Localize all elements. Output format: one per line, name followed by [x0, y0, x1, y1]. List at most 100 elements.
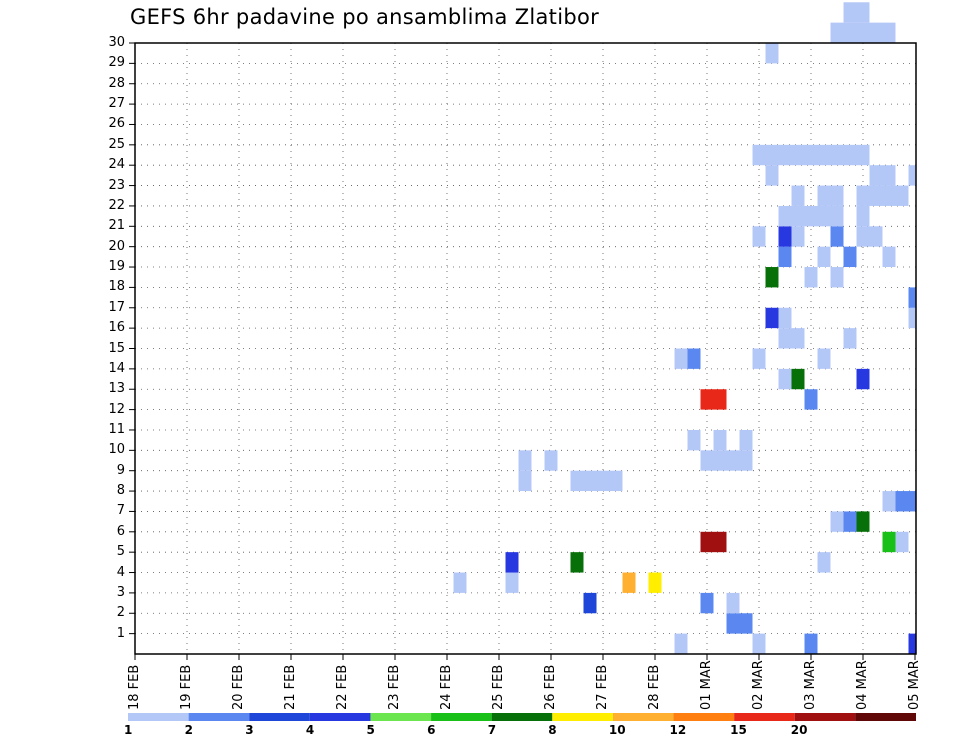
y-tick-label: 10 — [108, 442, 125, 458]
y-tick-label: 12 — [108, 401, 125, 417]
heatmap-cell — [817, 185, 831, 206]
heatmap-cell — [505, 552, 519, 573]
y-tick-label: 14 — [108, 360, 125, 376]
heatmap-cell — [908, 633, 916, 654]
heatmap-cell — [752, 633, 766, 654]
y-tick-label: 19 — [108, 259, 125, 275]
x-tick-label: 24 FEB — [439, 664, 454, 710]
colorbar-label: 12 — [669, 723, 687, 737]
heatmap-cell — [544, 450, 558, 471]
heatmap-cell — [830, 22, 844, 43]
x-tick-label: 03 MAR — [803, 660, 818, 710]
heatmap-cell — [817, 205, 831, 227]
heatmap-cell — [882, 246, 896, 268]
heatmap-cell — [882, 22, 896, 43]
heatmap-cell — [687, 429, 701, 451]
heatmap-cell — [817, 144, 831, 166]
heatmap-cell — [869, 226, 883, 247]
heatmap-cell — [791, 328, 805, 349]
heatmap-cell — [830, 267, 844, 288]
y-tick-label: 15 — [108, 340, 125, 356]
heatmap-cell — [518, 470, 532, 492]
heatmap-cell — [804, 389, 818, 410]
heatmap-cell — [726, 613, 740, 634]
heatmap-cell — [856, 144, 870, 166]
heatmap-cell — [856, 226, 870, 247]
heatmap-cell — [622, 572, 636, 593]
heatmap-cell — [804, 267, 818, 288]
colorbar-label: 2 — [184, 723, 193, 737]
y-tick-label: 3 — [116, 584, 125, 600]
colorbar-label: 1 — [124, 723, 133, 737]
colorbar-swatch — [128, 713, 189, 721]
y-tick-label: 4 — [116, 564, 125, 580]
heatmap-cell — [830, 144, 844, 166]
heatmap-cell — [869, 165, 883, 186]
x-tick-label: 28 FEB — [647, 664, 662, 710]
x-tick-label: 22 FEB — [335, 664, 350, 710]
y-tick-label: 24 — [108, 157, 125, 173]
colorbar-label: 4 — [305, 723, 315, 737]
x-tick-label: 20 FEB — [231, 664, 246, 710]
y-tick-label: 8 — [116, 483, 125, 499]
colorbar-label: 10 — [608, 723, 626, 737]
heatmap-cell — [908, 165, 916, 186]
heatmap-cell — [570, 470, 584, 492]
heatmap-cell — [648, 572, 662, 593]
heatmap-cell — [700, 450, 714, 471]
y-tick-label: 20 — [108, 238, 125, 254]
heatmap-cell — [700, 531, 714, 553]
heatmap-cell — [518, 450, 532, 471]
heatmap-cell — [882, 165, 896, 186]
heatmap-cell — [583, 470, 597, 492]
y-tick-label: 6 — [116, 523, 125, 539]
heatmap-cell — [791, 144, 805, 166]
heatmap-cell — [830, 205, 844, 227]
heatmap-cell — [895, 531, 909, 553]
colorbar-swatch — [673, 713, 735, 721]
heatmap-cell — [778, 226, 792, 247]
heatmap-cell — [869, 22, 883, 43]
heatmap-cell — [804, 205, 818, 227]
y-tick-label: 13 — [108, 381, 125, 397]
heatmap-cell — [765, 267, 779, 288]
heatmap-cell — [713, 429, 727, 451]
x-tick-label: 23 FEB — [387, 664, 402, 710]
colorbar-label: 5 — [366, 723, 375, 737]
y-tick-label: 2 — [116, 605, 125, 621]
colorbar-label: 8 — [548, 723, 557, 737]
heatmap-cell — [752, 144, 766, 166]
heatmap-cell — [765, 307, 779, 329]
heatmap-cell — [817, 348, 831, 369]
heatmap-cell — [817, 552, 831, 573]
heatmap-cell — [609, 470, 623, 492]
heatmap-cell — [830, 511, 844, 532]
heatmap-cell — [791, 226, 805, 247]
y-tick-label: 9 — [116, 462, 125, 478]
x-tick-label: 04 MAR — [855, 660, 870, 710]
heatmap-cell — [843, 22, 857, 43]
heatmap-cell — [596, 470, 610, 492]
chart-title: GEFS 6hr padavine po ansamblima Zlatibor — [130, 5, 600, 29]
heatmap-cell — [570, 552, 584, 573]
heatmap-cell — [713, 450, 727, 471]
heatmap-cell — [895, 185, 909, 206]
colorbar-swatch — [188, 713, 250, 721]
heatmap-cell — [791, 205, 805, 227]
heatmap-cell — [882, 491, 896, 512]
heatmap-cell — [843, 2, 857, 23]
heatmap-cell — [908, 307, 916, 329]
heatmap-cell — [882, 531, 896, 553]
heatmap-cell — [713, 531, 727, 553]
colorbar-swatch — [734, 713, 795, 721]
y-tick-label: 1 — [116, 625, 125, 641]
heatmap-cell — [778, 246, 792, 268]
heatmap-cell — [739, 613, 753, 634]
y-tick-label: 18 — [108, 279, 125, 295]
heatmap-cell — [856, 2, 870, 23]
colorbar-swatch — [552, 713, 613, 721]
colorbar-label: 20 — [790, 723, 808, 737]
heatmap-cell — [856, 205, 870, 227]
heatmap-cell — [778, 368, 792, 390]
y-tick-label: 16 — [108, 320, 125, 336]
